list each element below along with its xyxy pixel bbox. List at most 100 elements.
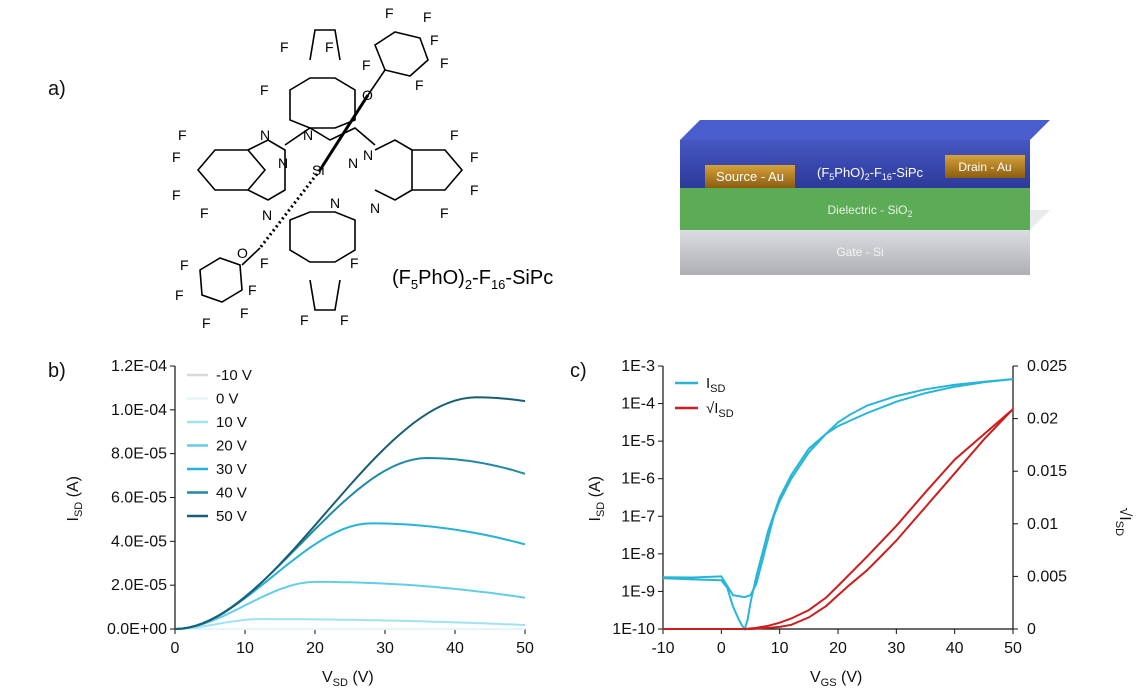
atom-f: F: [180, 257, 189, 273]
molecule-structure: Si N N N N N N N N O O F F F F F F F F F…: [172, 5, 553, 331]
panel-label-a: a): [48, 78, 66, 100]
atom-f: F: [172, 187, 181, 203]
atom-f: F: [470, 182, 479, 198]
series-line: [174, 580, 526, 630]
atom-f: F: [260, 82, 269, 98]
atom-f: F: [385, 5, 394, 21]
atom-f: F: [350, 255, 359, 271]
y-tick-label-right: 0.015: [1027, 463, 1067, 480]
x-tick-label: 40: [946, 640, 964, 657]
x-tick-label: 20: [306, 640, 324, 657]
atom-f: F: [450, 127, 459, 143]
atom-n: N: [278, 155, 288, 171]
legend-label: 50 V: [216, 508, 247, 525]
atom-n: N: [303, 127, 313, 143]
atom-f: F: [202, 315, 211, 331]
y-tick-label-left: 1E-3: [621, 358, 655, 375]
y-tick-label: 1.0E-04: [111, 402, 167, 419]
atom-si: Si: [312, 162, 324, 178]
x-tick-label: -10: [651, 640, 674, 657]
dielectric-label: Dielectric - SiO2: [827, 203, 912, 219]
y-tick-label-right: 0.01: [1027, 516, 1058, 533]
atom-n: N: [260, 127, 270, 143]
x-tick-label: 0: [171, 640, 180, 657]
series-line: [663, 408, 1014, 630]
atom-f: F: [178, 127, 187, 143]
atom-f: F: [175, 287, 184, 303]
semiconductor-top: [680, 120, 1050, 140]
x-tick-label: 50: [516, 640, 534, 657]
legend-label: 0 V: [216, 391, 239, 408]
legend-label: ISD: [706, 375, 726, 395]
y-tick-label-left: 1E-4: [621, 396, 655, 413]
x-axis-label: VGS (V): [810, 669, 862, 689]
x-tick-label: 30: [887, 640, 905, 657]
y-tick-label-left: 1E-8: [621, 546, 655, 563]
atom-n: N: [330, 195, 340, 211]
atom-o: O: [362, 87, 373, 103]
semiconductor-label: (F5PhO)2-F16-SiPc: [817, 165, 924, 182]
legend-label: √ISD: [706, 400, 734, 420]
panel-label-b: b): [48, 360, 66, 382]
gate-layer: [680, 230, 1030, 275]
x-tick-label: 0: [717, 640, 726, 657]
x-tick-label: 50: [1004, 640, 1022, 657]
y-axis-label: ISD (A): [65, 476, 85, 522]
series-line: [662, 378, 1014, 599]
y-tick-label: 8.0E-05: [111, 446, 167, 463]
x-tick-label: 10: [236, 640, 254, 657]
atom-f: F: [423, 9, 432, 25]
y-tick-label: 6.0E-05: [111, 490, 167, 507]
atom-f: F: [200, 205, 209, 221]
x-tick-label: 30: [376, 640, 394, 657]
series-line: [174, 396, 526, 630]
atom-f: F: [325, 39, 334, 55]
chart-c: -10 0 10 20 30 40 50 1E-10 1E-9 1E-8 1E-7 1E-6 1E-5 1…: [587, 358, 1133, 689]
x-tick-label: 40: [446, 640, 464, 657]
y-tick-label-left: 1E-6: [621, 471, 655, 488]
atom-f: F: [260, 255, 269, 271]
atom-f: F: [240, 305, 249, 321]
y-tick-label: 4.0E-05: [111, 533, 167, 550]
series-line: [174, 618, 526, 630]
y-tick-label: 0.0E+00: [107, 621, 167, 638]
atom-o: O: [237, 245, 248, 261]
atom-f: F: [248, 282, 257, 298]
atom-n: N: [348, 155, 358, 171]
molecule-name: (F5PhO)2-F16-SiPc: [392, 267, 553, 292]
x-tick-label: 10: [771, 640, 789, 657]
panel-label-c: c): [570, 360, 587, 382]
legend-label: 20 V: [216, 438, 247, 455]
legend-label: 30 V: [216, 461, 247, 478]
source-electrode: [705, 165, 795, 188]
atom-n: N: [370, 200, 380, 216]
drain-electrode: [945, 155, 1025, 178]
y-tick-label-left: 1E-9: [621, 583, 655, 600]
legend-label: 40 V: [216, 485, 247, 502]
atom-f: F: [362, 57, 371, 73]
atom-f: F: [300, 312, 309, 328]
x-axis-label: VSD (V): [322, 669, 374, 689]
atom-n: N: [363, 147, 373, 163]
atom-f: F: [470, 149, 479, 165]
series-line: [662, 378, 1014, 632]
atom-f: F: [415, 77, 424, 93]
y-tick-label: 1.2E-04: [111, 358, 167, 375]
device-stack: Source - Au Drain - Au (F5PhO)2-F16-SiPc…: [680, 120, 1050, 275]
atom-f: F: [340, 312, 349, 328]
x-tick-label: 20: [829, 640, 847, 657]
y-tick-label-left: 1E-7: [621, 508, 655, 525]
y-tick-label-left: 1E-5: [621, 433, 655, 450]
chart-b: 0 10 20 30 40 50 0.0E+00 2.0E-05 4.0E-05 6.0E-05 8…: [65, 358, 534, 689]
legend-label: -10 V: [216, 367, 252, 384]
atom-f: F: [440, 205, 449, 221]
gate-label: Gate - Si: [836, 245, 883, 259]
y-axis-label-left: ISD (A): [587, 476, 607, 522]
atom-f: F: [280, 39, 289, 55]
drain-label: Drain - Au: [958, 160, 1011, 174]
y-tick-label-right: 0.02: [1027, 411, 1058, 428]
y-tick-label-right: 0.005: [1027, 568, 1067, 585]
y-tick-label: 2.0E-05: [111, 577, 167, 594]
dielectric-layer: [680, 188, 1030, 230]
y-tick-label-right: 0.025: [1027, 358, 1067, 375]
